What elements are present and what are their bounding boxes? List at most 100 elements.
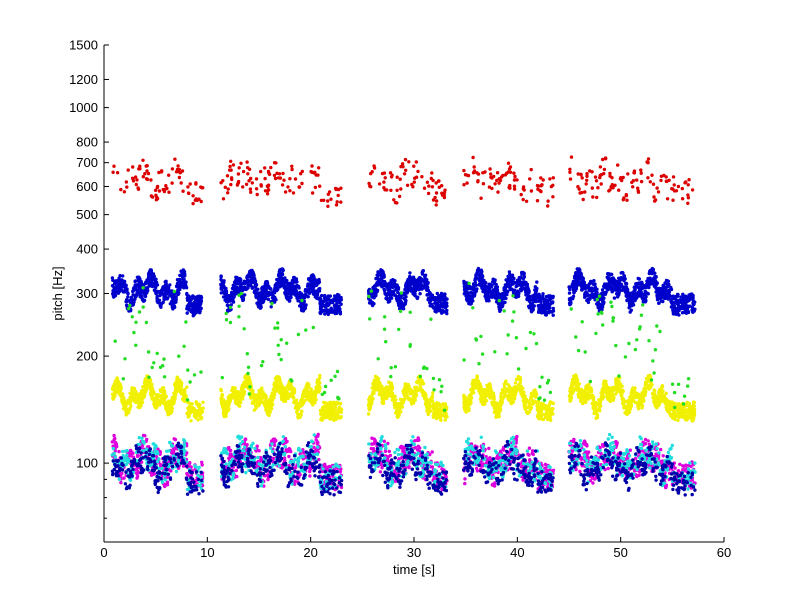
data-point bbox=[324, 297, 328, 301]
data-point bbox=[303, 288, 308, 292]
data-point bbox=[332, 298, 337, 302]
data-point bbox=[415, 388, 420, 393]
data-point bbox=[284, 389, 288, 394]
data-point bbox=[470, 382, 474, 386]
data-point bbox=[323, 401, 328, 405]
data-point bbox=[295, 410, 299, 414]
data-point bbox=[603, 282, 607, 286]
data-point bbox=[483, 291, 488, 295]
data-point bbox=[501, 303, 505, 307]
data-point bbox=[551, 306, 555, 311]
data-point bbox=[267, 290, 271, 295]
data-point bbox=[131, 302, 136, 307]
data-point bbox=[113, 394, 117, 398]
data-point bbox=[277, 377, 282, 381]
data-point bbox=[520, 281, 524, 286]
data-point bbox=[546, 298, 550, 303]
data-point bbox=[412, 398, 416, 402]
data-point bbox=[264, 407, 268, 411]
data-point bbox=[126, 295, 130, 299]
data-point bbox=[176, 281, 180, 285]
data-point bbox=[671, 312, 676, 316]
data-point bbox=[285, 297, 290, 301]
data-point bbox=[627, 299, 632, 303]
data-point bbox=[222, 280, 226, 285]
data-point bbox=[373, 386, 378, 390]
data-point bbox=[251, 400, 255, 404]
data-point bbox=[278, 267, 283, 272]
data-point bbox=[426, 282, 430, 286]
data-point bbox=[263, 284, 267, 288]
data-point bbox=[509, 275, 513, 280]
data-point bbox=[201, 406, 205, 410]
data-point bbox=[682, 300, 686, 304]
data-point bbox=[158, 395, 162, 399]
data-point bbox=[692, 302, 696, 306]
data-point bbox=[150, 273, 155, 277]
data-point bbox=[531, 294, 535, 298]
data-point bbox=[609, 281, 613, 285]
data-point bbox=[294, 405, 298, 410]
data-point bbox=[615, 295, 620, 299]
data-point bbox=[195, 414, 199, 418]
data-point bbox=[619, 276, 623, 280]
data-point bbox=[400, 301, 404, 305]
data-point bbox=[243, 293, 247, 297]
data-point bbox=[548, 400, 553, 404]
data-point bbox=[511, 290, 516, 294]
data-point bbox=[114, 289, 118, 293]
data-point bbox=[314, 397, 318, 402]
data-point bbox=[221, 295, 226, 299]
data-point bbox=[654, 279, 658, 284]
data-point bbox=[193, 298, 198, 302]
data-point bbox=[424, 404, 429, 409]
data-point bbox=[143, 294, 148, 299]
data-point bbox=[189, 419, 193, 423]
data-point bbox=[132, 286, 136, 290]
data-point bbox=[304, 303, 308, 307]
data-point bbox=[120, 288, 124, 293]
data-point bbox=[657, 286, 661, 290]
data-point bbox=[334, 303, 339, 307]
data-point bbox=[136, 291, 141, 295]
data-point bbox=[169, 290, 173, 294]
data-point bbox=[300, 293, 304, 298]
data-point bbox=[472, 291, 477, 295]
data-point bbox=[526, 297, 530, 302]
data-point bbox=[240, 387, 244, 391]
data-point bbox=[276, 273, 281, 278]
data-point bbox=[467, 296, 471, 300]
data-point bbox=[609, 272, 613, 276]
data-point bbox=[328, 406, 332, 410]
data-point bbox=[391, 280, 396, 284]
data-point bbox=[252, 408, 257, 412]
data-point bbox=[164, 403, 168, 407]
data-point bbox=[666, 282, 670, 286]
data-point bbox=[431, 391, 435, 395]
data-point bbox=[648, 276, 652, 280]
data-point bbox=[308, 276, 312, 281]
data-point bbox=[315, 378, 320, 382]
data-point bbox=[602, 296, 606, 300]
data-point bbox=[477, 269, 481, 273]
data-point bbox=[684, 295, 689, 300]
data-point bbox=[330, 310, 335, 314]
data-point bbox=[648, 270, 652, 274]
data-point bbox=[196, 307, 200, 311]
data-point bbox=[402, 398, 406, 402]
data-point bbox=[467, 300, 472, 304]
data-point bbox=[115, 285, 119, 290]
data-point bbox=[408, 271, 412, 275]
data-point bbox=[424, 277, 428, 281]
data-point bbox=[475, 374, 479, 378]
data-point bbox=[277, 279, 281, 283]
data-point bbox=[543, 313, 548, 317]
data-point bbox=[153, 289, 158, 294]
data-point bbox=[620, 270, 625, 275]
data-point bbox=[191, 303, 196, 307]
data-point bbox=[146, 272, 151, 276]
data-point bbox=[137, 404, 141, 408]
data-point bbox=[313, 391, 318, 396]
data-point bbox=[123, 405, 128, 409]
data-point bbox=[573, 288, 578, 293]
